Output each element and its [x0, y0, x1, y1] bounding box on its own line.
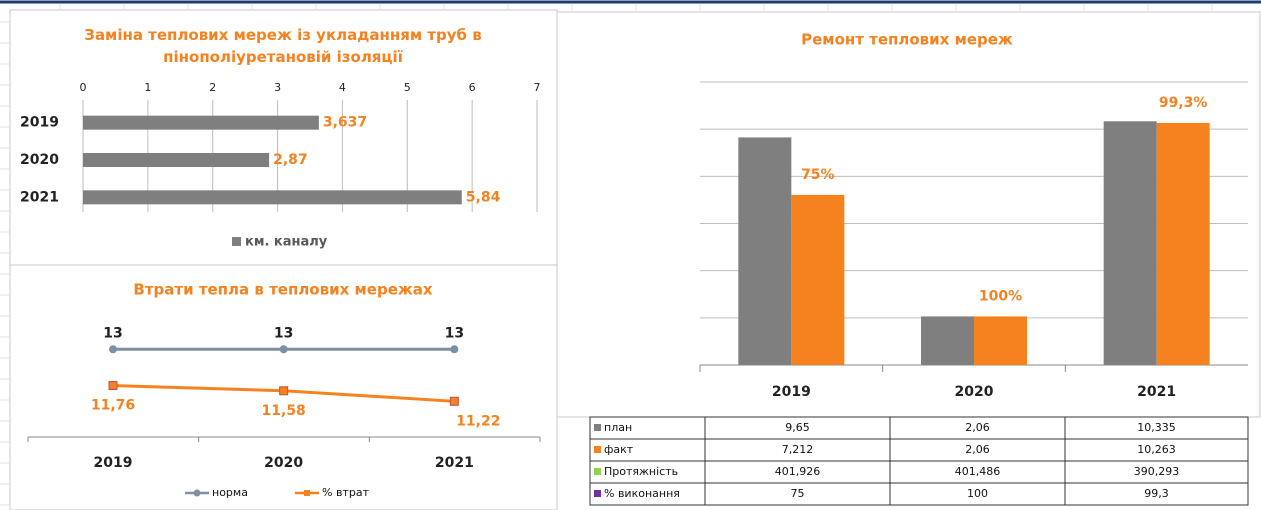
x-tick-label: 2020 — [264, 455, 303, 471]
legend-swatch — [594, 490, 601, 497]
marker — [449, 396, 459, 406]
data-label: 13 — [103, 325, 122, 341]
table-cell: 390,293 — [1134, 465, 1180, 478]
bar — [1156, 122, 1210, 365]
marker — [279, 345, 288, 354]
legend-swatch — [594, 468, 601, 475]
y-tick-label: 2020 — [20, 152, 59, 168]
data-label: 11,76 — [91, 398, 135, 414]
x-tick-label: 1 — [144, 81, 151, 94]
marker — [109, 345, 117, 354]
data-label: 100% — [979, 288, 1022, 304]
x-tick-label: 2019 — [772, 384, 811, 400]
legend-label: % виконання — [604, 487, 680, 500]
data-label: 5,84 — [466, 189, 501, 205]
data-label: 11,22 — [456, 413, 500, 429]
table-cell: 10,263 — [1137, 443, 1176, 456]
legend-label: % втрат — [322, 486, 370, 499]
legend-label: км. каналу — [245, 235, 328, 250]
legend-swatch — [232, 237, 241, 246]
table-cell: 100 — [967, 487, 988, 500]
x-tick-label: 2020 — [955, 384, 994, 400]
bar — [974, 316, 1027, 365]
table-cell: 75 — [791, 487, 805, 500]
legend-swatch — [594, 424, 601, 431]
legend-swatch — [594, 446, 601, 453]
bar — [738, 137, 792, 365]
table-cell: 401,926 — [775, 465, 821, 478]
legend-marker — [193, 489, 201, 497]
bar — [83, 190, 462, 205]
data-label: 3,637 — [323, 115, 367, 131]
x-tick-label: 5 — [404, 81, 411, 94]
data-label: 11,58 — [262, 403, 306, 419]
marker — [108, 381, 118, 391]
legend-label: план — [604, 421, 632, 434]
x-tick-label: 6 — [469, 81, 476, 94]
y-tick-label: 2021 — [20, 189, 59, 205]
legend-label: норма — [212, 486, 248, 499]
table-cell: 401,486 — [955, 465, 1001, 478]
data-label: 99,3% — [1159, 95, 1208, 111]
marker — [279, 386, 289, 396]
bar — [921, 316, 974, 365]
marker — [450, 345, 459, 354]
chart-title: Заміна теплових мереж із укладанням труб… — [84, 26, 481, 66]
x-tick-label: 2021 — [435, 455, 474, 471]
data-label: 2,87 — [273, 152, 308, 168]
x-tick-label: 2 — [209, 81, 216, 94]
x-tick-label: 2019 — [94, 455, 133, 471]
x-tick-label: 7 — [534, 81, 541, 94]
data-label: 13 — [274, 325, 293, 341]
x-tick-label: 2021 — [1137, 384, 1176, 400]
bar — [1103, 121, 1157, 365]
y-tick-label: 2019 — [20, 115, 59, 131]
x-tick-label: 4 — [339, 81, 346, 94]
data-label: 13 — [445, 325, 464, 341]
bar — [83, 153, 270, 167]
table-cell: 2,06 — [965, 421, 990, 434]
table-cell: 9,65 — [785, 421, 810, 434]
x-tick-label: 0 — [80, 81, 87, 94]
legend-marker — [304, 490, 310, 496]
x-tick-label: 3 — [274, 81, 281, 94]
table-cell: 7,212 — [782, 443, 814, 456]
chart-title: Ремонт теплових мереж — [801, 31, 1013, 49]
bar — [83, 115, 319, 130]
chart-title: Втрати тепла в теплових мережах — [133, 281, 433, 299]
table-cell: 99,3 — [1144, 487, 1169, 500]
table-cell: 10,335 — [1137, 421, 1176, 434]
table-row — [589, 482, 1249, 506]
data-label: 75% — [801, 167, 835, 183]
legend-label: Протяжність — [604, 465, 678, 478]
table-cell: 2,06 — [965, 443, 990, 456]
legend-label: факт — [604, 443, 634, 456]
bar — [791, 194, 845, 365]
